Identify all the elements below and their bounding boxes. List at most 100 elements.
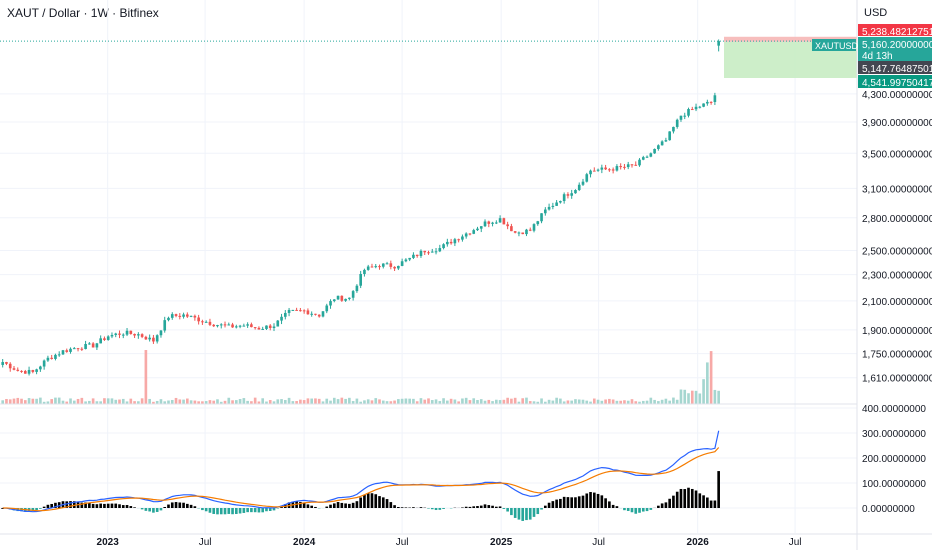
- target-label-bg: [858, 75, 932, 88]
- candle-body: [623, 166, 626, 168]
- volume-bar: [415, 401, 419, 404]
- volume-bar: [95, 401, 99, 404]
- candle-body: [430, 251, 434, 253]
- grid: [0, 0, 857, 533]
- y-tick-label: 3,100.00000000: [862, 184, 932, 195]
- volume-bar: [31, 398, 35, 404]
- volume-bar: [449, 398, 453, 404]
- volume-bar: [559, 398, 562, 404]
- candle-body: [72, 348, 76, 350]
- volume-bar: [694, 390, 698, 404]
- macd-histogram-bar: [592, 492, 596, 508]
- volume-bar: [487, 399, 491, 404]
- macd-line: [2, 430, 720, 513]
- volume-bar: [69, 398, 72, 404]
- volume-bar: [626, 400, 630, 404]
- volume-bar: [513, 397, 517, 404]
- candle-body: [479, 226, 483, 229]
- macd-histogram-bar: [265, 508, 268, 512]
- position-tool[interactable]: [0, 36, 857, 79]
- currency-button[interactable]: USD: [864, 7, 888, 19]
- macd-histogram-bar: [634, 508, 638, 514]
- macd-histogram-bar: [242, 508, 246, 513]
- x-tick-label: 2024: [293, 537, 316, 548]
- macd-histogram-bar: [641, 508, 645, 512]
- volume-bar: [649, 397, 653, 404]
- macd-histogram-bar: [310, 505, 314, 508]
- macd-histogram-bar: [235, 508, 238, 514]
- x-tick-label: 2025: [490, 537, 513, 548]
- candle-body: [393, 266, 396, 269]
- candle-body: [423, 250, 427, 253]
- volume-bar: [570, 400, 574, 404]
- macd-histogram-bar: [709, 500, 713, 508]
- macd-histogram-bar: [261, 508, 265, 513]
- macd-histogram-bar: [559, 498, 562, 508]
- candle-body: [299, 310, 302, 312]
- candle-body: [235, 326, 238, 328]
- volume-bar: [551, 400, 555, 404]
- volume-bar: [385, 401, 389, 404]
- candle-body: [611, 169, 615, 171]
- candle-body: [163, 320, 167, 331]
- candle-body: [246, 324, 249, 326]
- volume-bar: [592, 398, 596, 404]
- volume-bar: [295, 401, 298, 404]
- macd-histogram-bar: [479, 505, 483, 508]
- macd-histogram-bar: [412, 507, 415, 508]
- volume-bar: [408, 398, 411, 404]
- volume-bar: [152, 401, 155, 404]
- macd-histogram-bar: [174, 502, 178, 508]
- macd-histogram-bar: [551, 501, 555, 508]
- macd-histogram-bar: [660, 503, 664, 508]
- macd-histogram-bar: [325, 506, 329, 508]
- volume-bar: [630, 399, 634, 404]
- volume-bar: [468, 400, 472, 404]
- candle-body: [238, 325, 242, 327]
- candle-body: [227, 324, 231, 326]
- volume-bar: [5, 398, 8, 404]
- volume-bar: [577, 399, 581, 404]
- macd-histogram-bar: [16, 508, 20, 512]
- volume-bar: [543, 401, 547, 404]
- macd-histogram-bar: [430, 508, 434, 510]
- volume-bar: [566, 400, 570, 404]
- macd-histogram-bar: [400, 507, 404, 508]
- macd-histogram-bar: [95, 504, 99, 508]
- candle-body: [125, 330, 129, 335]
- macd-histogram-bar: [581, 495, 585, 508]
- macd-histogram-bar: [574, 497, 577, 508]
- volume-bar: [679, 389, 683, 404]
- candles[interactable]: [1, 39, 720, 376]
- macd-histogram-bar: [42, 506, 46, 508]
- volume-bar: [521, 398, 525, 404]
- macd-histogram-bar: [84, 502, 87, 508]
- volume-bar: [80, 397, 84, 404]
- y-tick-label: 3,500.00000000: [862, 149, 932, 160]
- candle-body: [540, 213, 543, 222]
- candle-body: [276, 320, 280, 327]
- volume-bar: [268, 400, 272, 404]
- candle-body: [600, 167, 604, 170]
- x-tick-label: Jul: [199, 537, 212, 548]
- volume-bar: [668, 400, 671, 404]
- volume-bar: [193, 400, 197, 404]
- candle-body: [698, 106, 702, 108]
- volume-bar: [672, 397, 675, 404]
- candle-body: [457, 239, 460, 241]
- volume-bar: [517, 401, 521, 404]
- volume-bar: [129, 398, 133, 404]
- macd-histogram-bar: [502, 508, 506, 509]
- macd-histogram-bar: [664, 502, 668, 508]
- candle-body: [641, 157, 645, 160]
- candle-body: [683, 115, 687, 117]
- macd-histogram-bar: [201, 508, 204, 511]
- volume-bar: [321, 401, 325, 404]
- candle-body: [446, 241, 449, 245]
- candle-body: [690, 109, 694, 111]
- candle-body: [42, 360, 46, 367]
- macd-histogram-bar: [525, 508, 528, 521]
- candle-body: [204, 321, 208, 323]
